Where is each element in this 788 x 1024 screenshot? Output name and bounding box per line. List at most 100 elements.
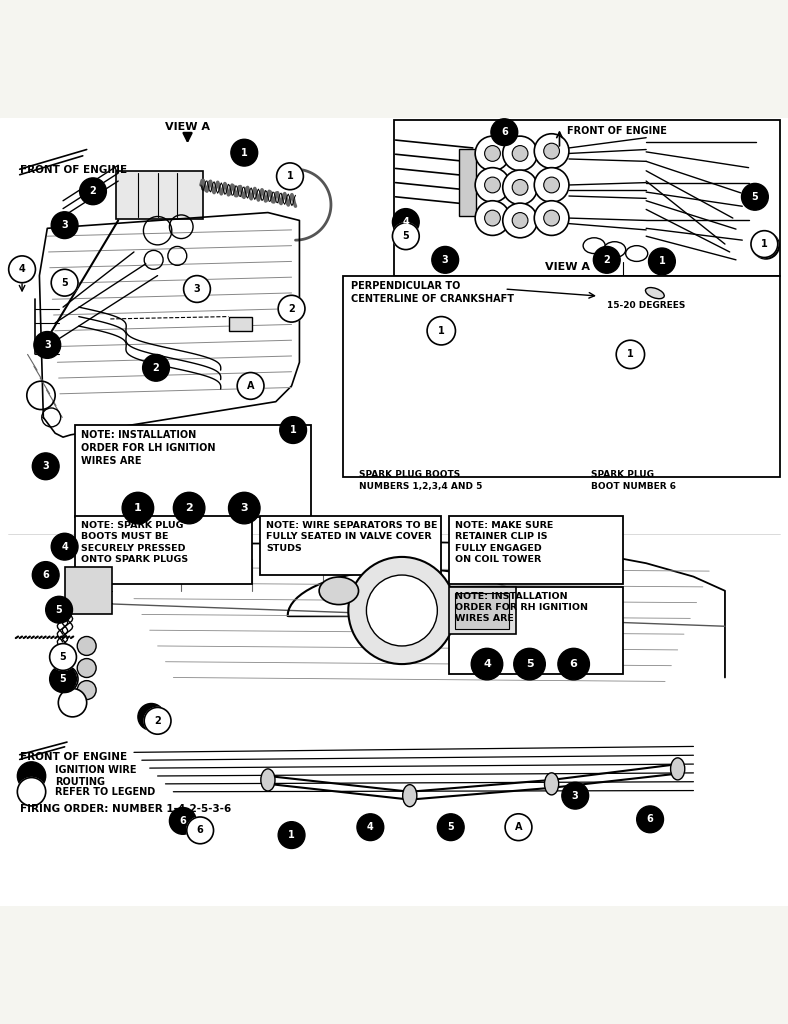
Circle shape [637, 806, 663, 833]
Circle shape [491, 119, 518, 145]
Text: 4: 4 [19, 264, 25, 274]
Text: 1: 1 [134, 503, 142, 513]
FancyBboxPatch shape [116, 171, 203, 219]
Bar [449, 587, 516, 634]
Circle shape [593, 247, 620, 273]
Text: 1: 1 [627, 349, 634, 359]
Text: 2: 2 [90, 186, 96, 197]
Circle shape [534, 168, 569, 203]
Text: 2: 2 [604, 255, 610, 265]
Text: PERPENDICULAR TO
CENTERLINE OF CRANKSHAFT: PERPENDICULAR TO CENTERLINE OF CRANKSHAF… [351, 282, 514, 304]
Ellipse shape [319, 577, 359, 604]
Text: 3: 3 [43, 461, 49, 471]
Circle shape [51, 212, 78, 239]
Text: A: A [247, 381, 255, 391]
Circle shape [9, 256, 35, 283]
Circle shape [649, 248, 675, 274]
Text: 5: 5 [403, 231, 409, 242]
Circle shape [475, 201, 510, 236]
Text: 5: 5 [60, 652, 66, 662]
Text: 2: 2 [154, 716, 161, 726]
Bar [449, 516, 623, 585]
Text: 5: 5 [526, 659, 533, 669]
Text: FRONT OF ENGINE: FRONT OF ENGINE [20, 165, 127, 175]
Circle shape [143, 354, 169, 381]
Text: 1: 1 [763, 241, 769, 251]
Text: 2: 2 [148, 712, 154, 722]
Text: NOTE: WIRE SEPARATORS TO BE
FULLY SEATED IN VALVE COVER
STUDS: NOTE: WIRE SEPARATORS TO BE FULLY SEATED… [266, 520, 438, 553]
Text: 5: 5 [61, 674, 68, 684]
Text: A: A [515, 822, 522, 833]
Text: 1: 1 [761, 239, 768, 249]
Text: NOTE: SPARK PLUG
BOOTS MUST BE
SECURELY PRESSED
ONTO SPARK PLUGS: NOTE: SPARK PLUG BOOTS MUST BE SECURELY … [81, 520, 188, 564]
Circle shape [503, 170, 537, 205]
Circle shape [77, 637, 96, 655]
Text: FRONT OF ENGINE: FRONT OF ENGINE [20, 752, 127, 762]
Circle shape [169, 808, 196, 835]
Text: 15-20 DEGREES: 15-20 DEGREES [607, 301, 685, 310]
Ellipse shape [604, 242, 626, 257]
Circle shape [17, 762, 46, 791]
Circle shape [475, 168, 510, 203]
Bar [229, 316, 252, 331]
Ellipse shape [583, 238, 605, 254]
Text: 1: 1 [438, 326, 444, 336]
Text: 4: 4 [403, 217, 409, 227]
Text: 4: 4 [367, 822, 374, 833]
Bar [394, 121, 780, 275]
Circle shape [50, 644, 76, 671]
Text: NOTE: INSTALLATION
ORDER FOR RH IGNITION
WIRES ARE: NOTE: INSTALLATION ORDER FOR RH IGNITION… [455, 592, 589, 624]
Circle shape [485, 145, 500, 162]
Text: 3: 3 [240, 503, 248, 513]
Text: 1: 1 [290, 425, 296, 435]
Circle shape [544, 143, 559, 159]
Text: 5: 5 [56, 605, 62, 614]
Circle shape [237, 373, 264, 399]
Circle shape [534, 201, 569, 236]
Bar [449, 587, 623, 674]
Text: 6: 6 [501, 127, 507, 137]
Bar [65, 567, 112, 614]
Text: 5: 5 [60, 674, 66, 684]
Text: 6: 6 [197, 825, 203, 836]
Circle shape [50, 666, 76, 692]
Text: FIRING ORDER: NUMBER 1-4-2-5-3-6: FIRING ORDER: NUMBER 1-4-2-5-3-6 [20, 804, 231, 813]
Text: 3: 3 [44, 340, 50, 350]
Text: VIEW A: VIEW A [545, 262, 590, 271]
Circle shape [471, 648, 503, 680]
Circle shape [32, 561, 59, 589]
Circle shape [17, 777, 46, 806]
Circle shape [58, 688, 87, 717]
Ellipse shape [671, 758, 685, 780]
Circle shape [485, 177, 500, 193]
Bar [75, 425, 311, 517]
Circle shape [505, 814, 532, 841]
Text: 6: 6 [570, 659, 578, 669]
Text: 2: 2 [185, 503, 193, 513]
Text: IGNITION WIRE
ROUTING: IGNITION WIRE ROUTING [55, 765, 136, 787]
Circle shape [51, 534, 78, 560]
Ellipse shape [261, 769, 275, 791]
Circle shape [144, 708, 171, 734]
Circle shape [544, 210, 559, 226]
Bar [459, 148, 476, 216]
Circle shape [512, 145, 528, 162]
Circle shape [437, 814, 464, 841]
Text: FRONT OF ENGINE: FRONT OF ENGINE [567, 126, 667, 136]
Circle shape [485, 210, 500, 226]
Circle shape [187, 817, 214, 844]
Bar [260, 516, 441, 575]
Circle shape [616, 340, 645, 369]
Circle shape [751, 230, 778, 257]
Text: 5: 5 [61, 278, 68, 288]
Circle shape [503, 136, 537, 171]
Circle shape [432, 247, 459, 273]
Circle shape [357, 814, 384, 841]
Text: SPARK PLUG BOOTS
NUMBERS 1,2,3,4 AND 5: SPARK PLUG BOOTS NUMBERS 1,2,3,4 AND 5 [359, 470, 482, 490]
Circle shape [80, 178, 106, 205]
Text: 3: 3 [61, 220, 68, 230]
Circle shape [753, 232, 779, 259]
Text: 5: 5 [752, 191, 758, 202]
Text: 3: 3 [194, 284, 200, 294]
Text: 2: 2 [153, 362, 159, 373]
